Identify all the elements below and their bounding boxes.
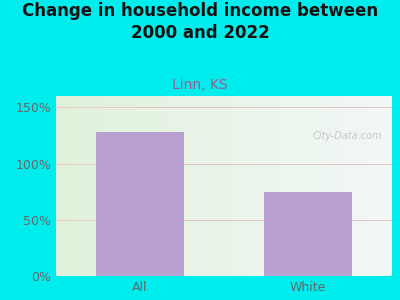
Text: Change in household income between
2000 and 2022: Change in household income between 2000 …	[22, 2, 378, 42]
Bar	[96, 132, 184, 276]
Text: City-Data.com: City-Data.com	[312, 130, 382, 141]
Text: Linn, KS: Linn, KS	[172, 78, 228, 92]
Bar	[264, 192, 352, 276]
